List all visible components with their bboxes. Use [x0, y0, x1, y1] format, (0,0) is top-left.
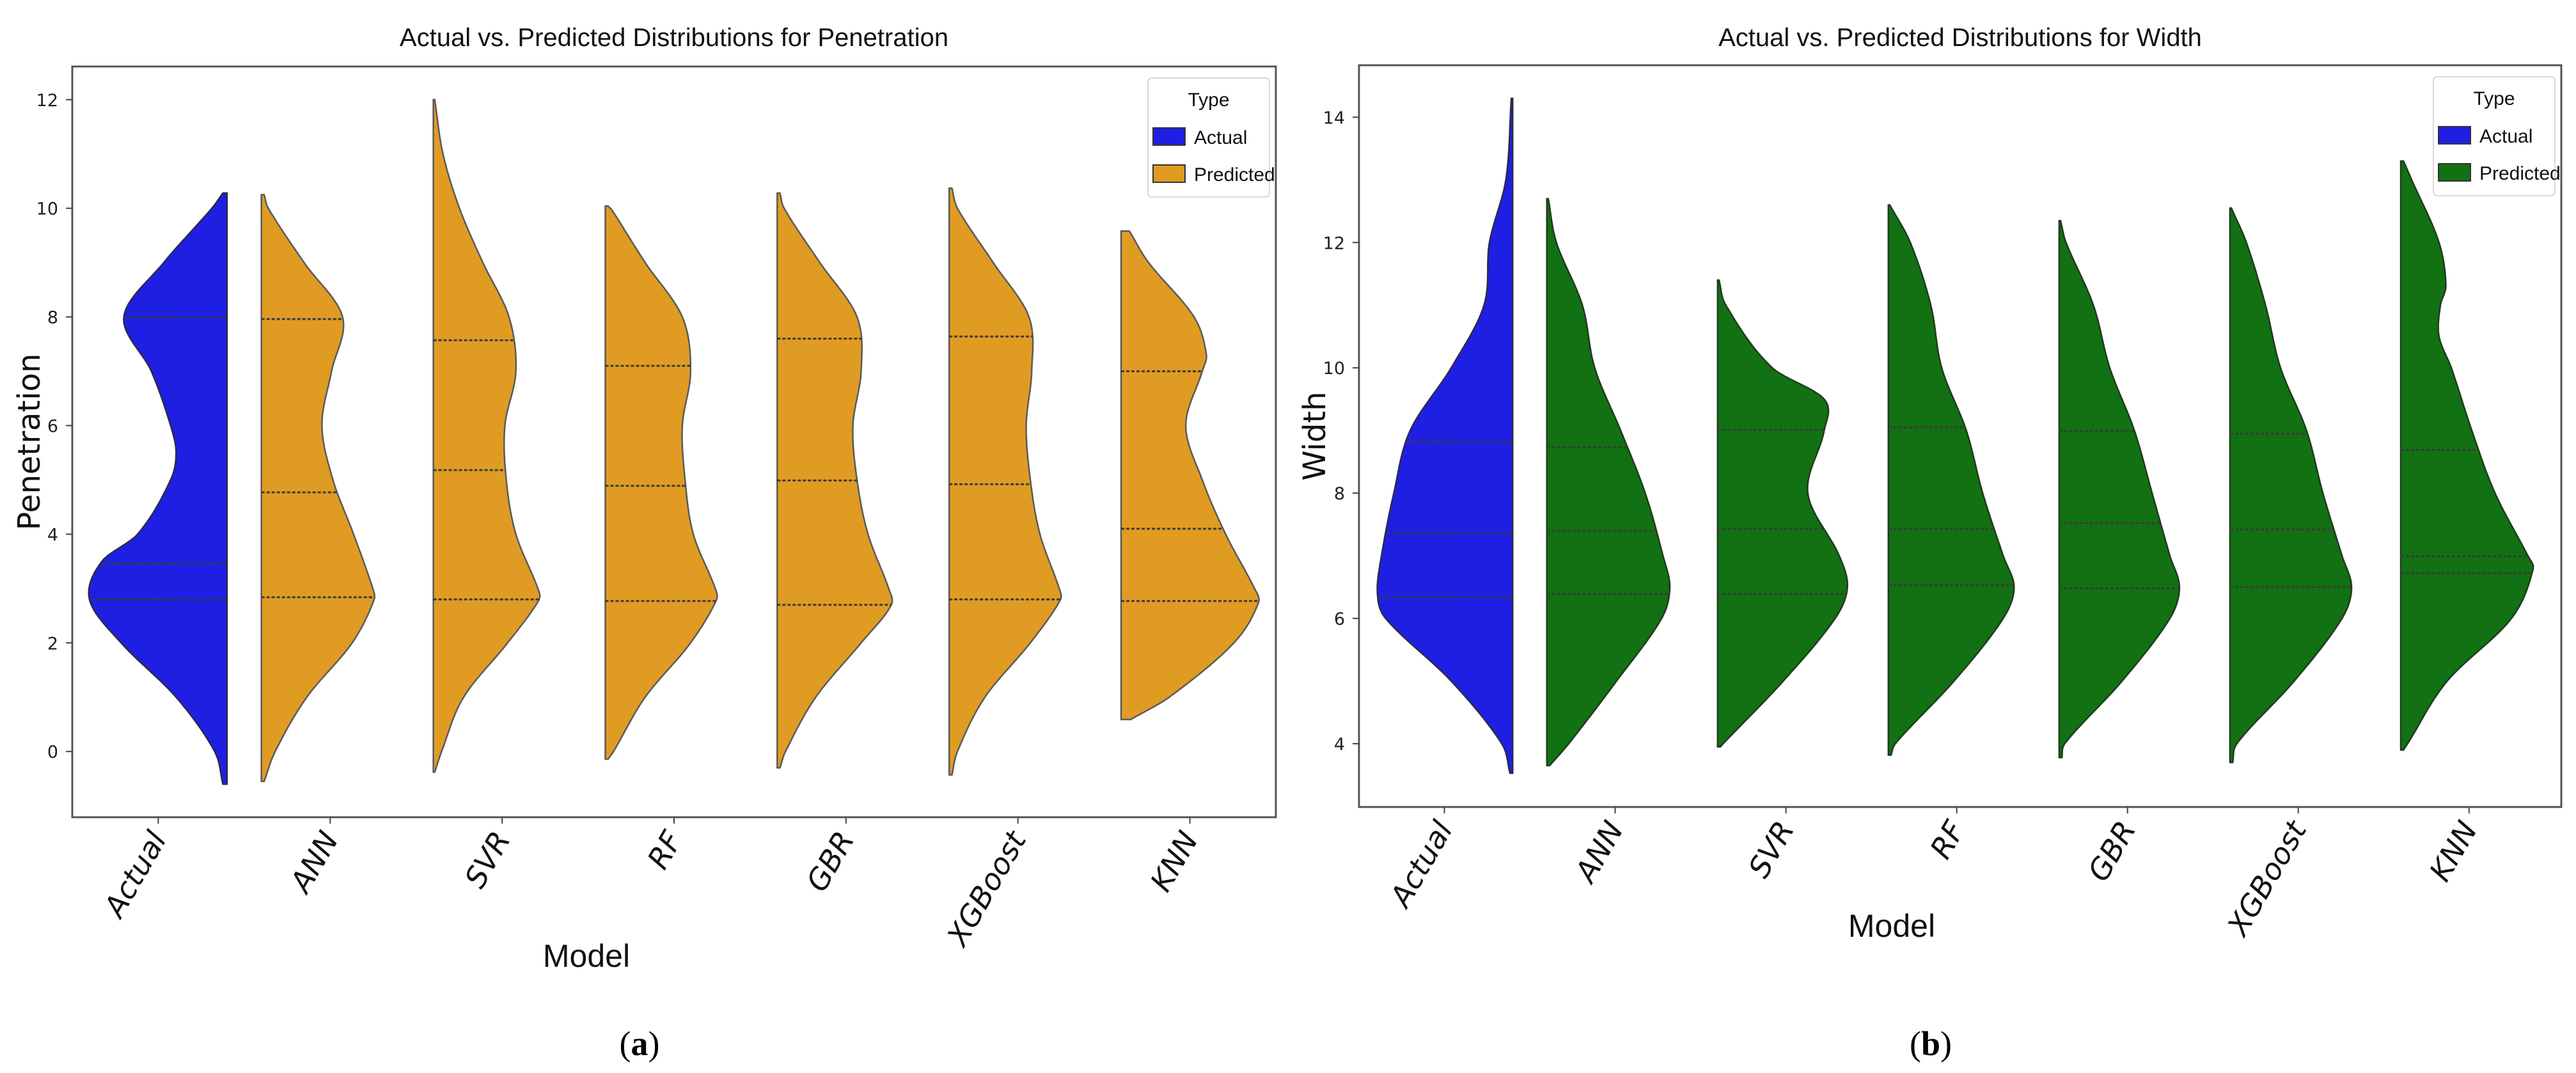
violin-rf — [604, 205, 718, 760]
y-tick-label: 12 — [1323, 233, 1345, 253]
legend-title: Type — [2473, 88, 2515, 109]
violin-svr — [1716, 279, 1849, 748]
violin-body — [432, 98, 541, 773]
violin-body — [2229, 207, 2353, 764]
legend-swatch-actual — [1152, 127, 1186, 146]
legend-label-predicted: Predicted — [2479, 163, 2561, 184]
legend-swatch-predicted — [1152, 164, 1186, 183]
panel-paren-close: ) — [648, 1024, 660, 1063]
plot-frame — [1358, 64, 2563, 808]
violin-xgboost — [948, 187, 1062, 776]
x-tick-label: SVR — [1741, 815, 1801, 884]
violin-knn — [1120, 230, 1261, 721]
x-tick-label: GBR — [2081, 815, 2142, 888]
violin-body — [2399, 160, 2534, 751]
y-tick-label: 8 — [1334, 484, 1345, 504]
panel-paren-open: ( — [620, 1024, 631, 1063]
x-axis-label: Model — [543, 938, 630, 974]
panel-label: (b) — [1910, 1024, 1952, 1063]
x-tick-label: ANN — [1567, 815, 1630, 889]
panel-letter: b — [1921, 1024, 1940, 1063]
legend-label-actual: Actual — [2479, 126, 2533, 147]
x-tick-label: Actual — [96, 825, 173, 924]
panel-paren-close: ) — [1940, 1024, 1952, 1063]
chart-penetration: Actual vs. Predicted Distributions for P… — [12, 24, 1277, 1063]
x-tick-label: SVR — [458, 826, 517, 894]
x-tick-label: RF — [641, 825, 689, 875]
violin-body — [1887, 204, 2015, 756]
violin-body — [1716, 279, 1849, 748]
x-tick-label: KNN — [2423, 815, 2484, 888]
violin-body — [948, 187, 1062, 776]
violin-body — [1546, 198, 1671, 767]
y-tick-label: 12 — [36, 91, 58, 111]
violin-rf — [1887, 204, 2015, 756]
x-tick-label: XGBoost — [939, 824, 1033, 953]
x-tick-label: GBR — [799, 826, 861, 898]
legend-label-predicted: Predicted — [1194, 164, 1275, 185]
violin-gbr — [2058, 219, 2181, 758]
violin-knn — [2399, 160, 2534, 751]
y-tick-label: 2 — [47, 634, 58, 654]
x-tick-label: KNN — [1143, 826, 1205, 898]
x-tick-label: ANN — [282, 826, 345, 900]
violin-svr — [432, 98, 541, 773]
legend-swatch-actual — [2438, 126, 2471, 145]
legend-swatch-predicted — [2438, 163, 2471, 182]
violin-actual — [88, 192, 228, 785]
violin-body — [2058, 219, 2181, 758]
x-tick-label: Actual — [1382, 815, 1459, 914]
panel-label: (a) — [620, 1024, 660, 1063]
chart-title: Actual vs. Predicted Distributions for P… — [400, 24, 948, 52]
x-axis-label: Model — [1848, 908, 1935, 944]
y-tick-label: 10 — [36, 200, 58, 219]
violin-body — [1376, 97, 1514, 774]
y-tick-label: 10 — [1323, 359, 1345, 379]
y-axis-label: Width — [1297, 391, 1333, 480]
y-axis-label: Penetration — [12, 354, 47, 531]
legend: Type Actual Predicted — [2433, 76, 2561, 196]
panel-paren-open: ( — [1910, 1024, 1921, 1063]
y-tick-label: 4 — [1334, 735, 1345, 755]
y-tick-label: 8 — [47, 308, 58, 328]
legend-label-actual: Actual — [1194, 127, 1247, 148]
y-tick-label: 6 — [1334, 609, 1345, 629]
violin-body — [604, 205, 718, 760]
legend: Type Actual Predicted — [1147, 77, 1275, 198]
y-tick-label: 0 — [47, 742, 58, 762]
violin-ann — [1546, 198, 1671, 767]
y-tick-label: 6 — [47, 417, 58, 437]
panel-letter: a — [631, 1024, 648, 1063]
violin-xgboost — [2229, 207, 2353, 764]
legend-title: Type — [1188, 90, 1229, 111]
x-tick-label: RF — [1923, 815, 1972, 865]
violin-body — [260, 194, 375, 783]
violin-body — [1120, 230, 1261, 721]
violin-gbr — [776, 192, 893, 769]
violin-ann — [260, 194, 375, 783]
violin-actual — [1376, 97, 1514, 774]
y-tick-label: 4 — [47, 525, 58, 545]
violin-body — [88, 192, 228, 785]
x-tick-label: XGBoost — [2220, 814, 2314, 943]
y-tick-label: 14 — [1323, 108, 1345, 128]
chart-title: Actual vs. Predicted Distributions for W… — [1718, 24, 2202, 52]
chart-width: Actual vs. Predicted Distributions for W… — [1297, 24, 2563, 1063]
